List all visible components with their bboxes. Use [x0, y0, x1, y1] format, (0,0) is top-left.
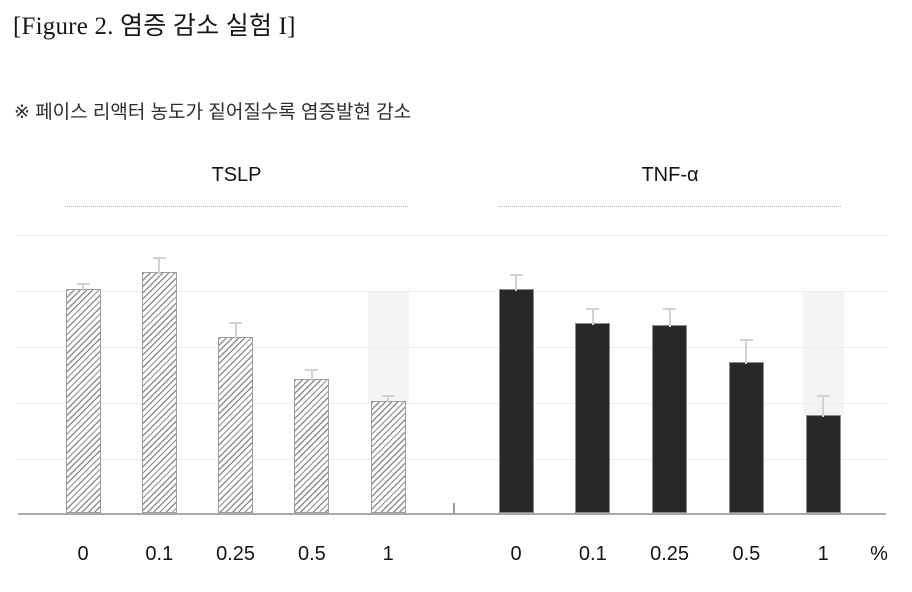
- error-bar-stem: [822, 394, 825, 417]
- group-header-tslp: TSLP: [211, 164, 262, 186]
- error-bar: [76, 282, 90, 291]
- bar-TSLP-0.5: [294, 378, 330, 513]
- bar-TSLP-0.25: [218, 336, 254, 513]
- error-bar: [229, 321, 243, 339]
- group-divider-tick: [452, 503, 455, 513]
- error-bar-stem: [387, 394, 390, 403]
- error-bar-stem: [82, 282, 84, 291]
- bar-TNF-α-1: [805, 415, 841, 513]
- error-bar: [381, 394, 395, 403]
- error-bar-stem: [515, 274, 517, 291]
- x-tick-label: 0.25: [650, 543, 690, 565]
- x-tick-label: 0: [77, 543, 89, 565]
- group-underline-tslp: [65, 206, 408, 207]
- error-bar: [509, 274, 523, 291]
- error-bar: [305, 369, 319, 381]
- group-header-tnf-alpha: TNF-α: [641, 164, 699, 186]
- error-bar: [816, 394, 830, 417]
- x-tick-label: 1: [382, 543, 394, 565]
- x-axis-unit-label: %: [870, 543, 888, 565]
- error-bar-stem: [745, 338, 748, 364]
- figure-title: [Figure 2. 염증 감소 실험 I]: [13, 13, 296, 40]
- error-bar: [663, 307, 677, 328]
- plot-area: [18, 235, 886, 515]
- error-bar-stem: [234, 321, 237, 339]
- x-tick-label: 0: [510, 543, 522, 565]
- error-bar-stem: [158, 257, 161, 275]
- group-underline-tnf-alpha: [499, 206, 841, 207]
- error-bar: [152, 257, 166, 275]
- gridline: [18, 235, 886, 236]
- gridline: [18, 459, 886, 460]
- bar-TNF-α-0: [498, 289, 534, 513]
- x-tick-label: 1: [817, 543, 829, 565]
- gridline: [18, 403, 886, 404]
- error-bar-stem: [310, 369, 313, 381]
- bar-TSLP-1: [370, 401, 406, 513]
- bar-TSLP-0.1: [141, 272, 177, 513]
- bar-TNF-α-0.5: [728, 361, 764, 513]
- error-bar: [739, 338, 753, 364]
- bar-TNF-α-0.1: [575, 322, 611, 513]
- x-tick-label: 0.5: [732, 543, 761, 565]
- x-tick-label: 0.25: [216, 543, 256, 565]
- gridline: [18, 291, 886, 292]
- error-bar: [586, 307, 600, 325]
- bar-TSLP-0: [65, 289, 101, 513]
- error-bar-stem: [591, 307, 594, 325]
- x-tick-label: 0.5: [297, 543, 326, 565]
- figure-annotation: ※ 페이스 리액터 농도가 짙어질수록 염증발현 감소: [14, 102, 412, 123]
- x-tick-label: 0.1: [145, 543, 174, 565]
- error-bar-stem: [668, 307, 671, 328]
- gridline: [18, 347, 886, 348]
- bar-TNF-α-0.25: [652, 325, 688, 513]
- x-tick-label: 0.1: [578, 543, 607, 565]
